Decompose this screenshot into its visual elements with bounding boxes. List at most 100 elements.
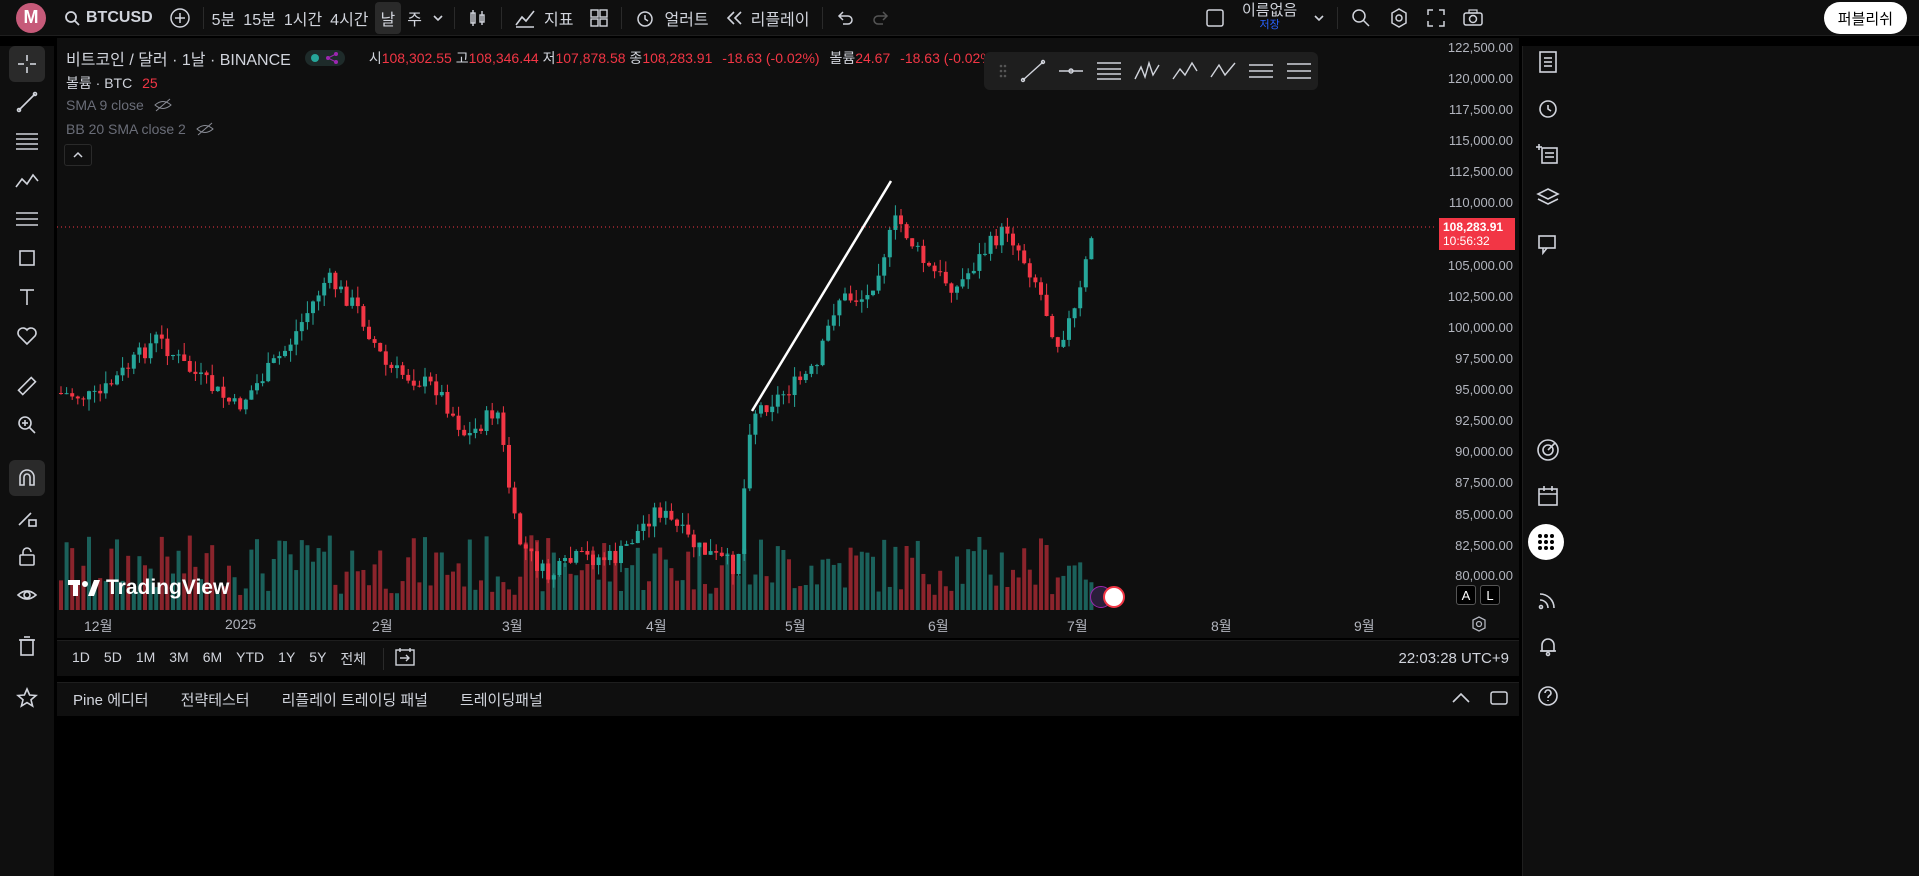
volume-bar [826,558,831,610]
range-5D[interactable]: 5D [103,648,122,665]
signals-button[interactable] [1528,430,1568,470]
trendline-icon[interactable] [1020,59,1046,83]
elliott-wave-icon[interactable] [1172,59,1198,83]
interval-4h[interactable]: 4시간 [330,11,369,29]
trendline-tool[interactable] [9,84,45,120]
tab-strategy-tester[interactable]: 전략테스터 [180,692,250,709]
chat-button[interactable] [1528,224,1568,264]
auto-scale-button[interactable]: A [1456,585,1476,605]
tab-pine-editor[interactable]: Pine 에디터 [73,692,149,709]
crosshair-tool[interactable] [9,46,45,82]
remove-drawings-tool[interactable] [9,628,45,664]
drag-handle-icon[interactable] [998,62,1008,80]
notifications-button[interactable] [1528,626,1568,666]
chart-type-button[interactable] [459,0,497,36]
layout-checkbox[interactable] [1196,0,1234,36]
lock-tool[interactable] [9,538,45,574]
stream-button[interactable] [1528,580,1568,620]
symbol-search[interactable]: BTCUSD [56,0,161,36]
measure-tool[interactable] [9,368,45,404]
replay-button[interactable]: 리플레이 [717,0,818,36]
range-YTD[interactable]: YTD [236,648,265,665]
goto-date-button[interactable] [394,646,416,671]
range-3M[interactable]: 3M [169,648,189,665]
tab-trading-panel[interactable]: 트레이딩패널 [459,692,543,709]
interval-day[interactable]: 날 [373,0,404,36]
collapse-legend-button[interactable] [64,144,92,166]
pitchfork-icon[interactable] [1134,59,1160,83]
layout-name[interactable]: 이름없음 저장 [1234,0,1305,36]
eye-hidden-icon[interactable] [154,98,172,112]
range-1Y[interactable]: 1Y [278,648,296,665]
fib-retracement-icon[interactable] [1096,59,1122,83]
indicators-button[interactable]: 지표 [506,0,581,36]
user-trendline[interactable] [750,180,893,412]
layout-dropdown[interactable] [1305,0,1333,36]
publish-button[interactable]: 퍼블리쉬 [1823,2,1907,34]
visibility-tool[interactable] [9,577,45,613]
time-axis-settings-button[interactable] [1470,615,1488,636]
chat-icon [1538,235,1556,256]
watchlist-button[interactable] [1528,42,1568,82]
add-list-button[interactable] [1528,134,1568,174]
compare-button[interactable] [161,0,199,36]
expand-panel-button[interactable] [1451,691,1471,708]
volume-indicator-legend[interactable]: 볼륨 · BTC 25 [66,73,158,93]
horizontal-ray-icon[interactable] [1058,59,1084,83]
layouts-button[interactable] [581,0,617,36]
interval-week[interactable]: 주 [407,11,422,29]
log-scale-button[interactable]: L [1480,585,1500,605]
abc-pattern-icon[interactable] [1210,59,1236,83]
fullscreen-button[interactable] [1418,0,1454,36]
bb-legend[interactable]: BB 20 SMA close 2 [66,121,214,137]
us-flag-icon[interactable] [1103,586,1125,608]
timezone-clock[interactable]: 22:03:28 UTC+9 [1398,650,1510,667]
apps-button[interactable] [1528,524,1564,560]
position-icon[interactable] [1248,59,1274,83]
range-6M[interactable]: 6M [202,648,223,665]
sma-legend[interactable]: SMA 9 close [66,97,172,113]
range-1D[interactable]: 1D [72,648,90,665]
alerts-button[interactable]: 얼러트 [626,0,716,36]
range-전체[interactable]: 전체 [340,650,367,667]
range-1M[interactable]: 1M [135,648,156,665]
snapshot-button[interactable] [1454,0,1492,36]
pattern-tool[interactable] [9,162,45,198]
forecast-tool[interactable] [9,201,45,237]
object-tree-button[interactable] [1528,178,1568,218]
favorites-tool[interactable] [9,680,45,716]
price-axis[interactable]: 122,500.00 120,000.00 117,500.00 115,000.00… [1437,38,1519,638]
maximize-panel-button[interactable] [1489,689,1509,710]
chart-pane[interactable] [57,38,1519,638]
interval-15m[interactable]: 15분 [243,11,276,29]
shape-tool[interactable] [9,240,45,276]
undo-button[interactable] [827,0,863,36]
volume-bar [932,594,937,610]
interval-5m[interactable]: 5분 [211,11,236,29]
volume-bar [131,589,136,610]
settings-button[interactable] [1380,0,1418,36]
zoom-tool[interactable] [9,407,45,443]
fib-tool[interactable] [9,123,45,159]
forecast-icon[interactable] [1286,59,1312,83]
alerts-panel-button[interactable] [1528,88,1568,128]
text-tool[interactable] [9,279,45,315]
user-avatar[interactable]: M [16,2,46,33]
candle-body [92,390,97,392]
symbol-legend[interactable]: 비트코인 / 달러 · 1날 · BINANCE 시108,302.55 고10… [66,46,997,70]
eye-hidden-icon[interactable] [196,122,214,136]
interval-dropdown[interactable] [426,0,450,36]
help-button[interactable] [1528,676,1568,716]
interval-1h[interactable]: 1시간 [283,11,323,29]
calendar-button[interactable] [1528,476,1568,516]
quick-search-button[interactable] [1342,0,1380,36]
magnet-tool[interactable] [9,460,45,496]
volume-bar [389,593,394,610]
market-status[interactable] [304,50,345,66]
range-5Y[interactable]: 5Y [309,648,327,665]
draw-lock-tool[interactable] [9,499,45,535]
tab-replay-trading[interactable]: 리플레이 트레이딩 패널 [281,692,428,709]
candle-body [1027,263,1032,278]
icon-tool[interactable] [9,318,45,354]
redo-button[interactable] [863,0,899,36]
